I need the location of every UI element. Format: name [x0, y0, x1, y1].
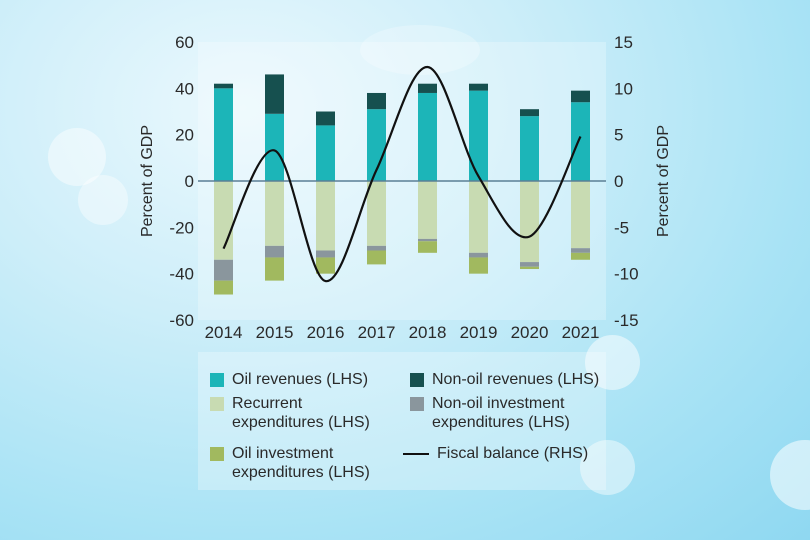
left-axis-title: Percent of GDP: [139, 125, 156, 237]
x-tick-label-2019: 2019: [460, 323, 498, 342]
x-tick-label-2014: 2014: [205, 323, 243, 342]
x-tick-label-2015: 2015: [256, 323, 294, 342]
legend-label-line: Oil investment: [232, 445, 334, 462]
bokeh-light-3: [585, 335, 640, 390]
bar-oil-revenues-2014: [214, 88, 233, 181]
legend-swatch-non-oil-investment: [410, 397, 424, 411]
bokeh-light-2: [78, 175, 128, 225]
bar-oil-investment-2015: [265, 257, 284, 281]
legend-swatch-fiscal-balance: [403, 453, 429, 455]
legend-swatch-oil-investment: [210, 447, 224, 461]
bar-recurrent-expenditures-2017: [367, 181, 386, 246]
bar-recurrent-expenditures-2020: [520, 181, 539, 263]
legend-label-line: Recurrent: [232, 395, 303, 412]
bar-oil-investment-2021: [571, 252, 590, 260]
bar-oil-investment-2017: [367, 250, 386, 265]
x-axis-ticks: 2014 2015 2016 2017 2018 2019 2020 2021: [205, 323, 600, 342]
legend-label-line: expenditures (LHS): [232, 464, 370, 481]
legend-item-oil-revenues: Oil revenues (LHS): [210, 370, 368, 389]
bar-recurrent-expenditures-2018: [418, 181, 437, 239]
bar-recurrent-expenditures-2021: [571, 181, 590, 249]
left-axis-ticks: 60 40 20 0 -20 -40 -60: [169, 33, 194, 330]
x-tick-label-2020: 2020: [511, 323, 549, 342]
legend: Oil revenues (LHS) Non-oil revenues (LHS…: [198, 352, 606, 490]
bar-non-oil-investment-2018: [418, 238, 437, 242]
legend-label-oil-investment: Oil investment expenditures (LHS): [232, 444, 370, 482]
bar-oil-investment-2019: [469, 257, 488, 274]
bar-oil-investment-2018: [418, 241, 437, 253]
x-tick-label-2016: 2016: [307, 323, 345, 342]
bar-non-oil-investment-2014: [214, 259, 233, 281]
left-tick-label: 40: [175, 79, 194, 98]
legend-swatch-non-oil-revenues: [410, 373, 424, 387]
legend-label-line: expenditures (LHS): [432, 414, 570, 431]
bar-non-oil-revenues-2021: [571, 90, 590, 103]
right-tick-label: -15: [614, 311, 639, 330]
left-tick-label: -20: [169, 218, 194, 237]
bar-non-oil-investment-2017: [367, 245, 386, 251]
right-tick-label: 5: [614, 126, 623, 145]
bar-oil-investment-2016: [316, 257, 335, 274]
x-tick-label-2018: 2018: [409, 323, 447, 342]
legend-label-line: Non-oil investment: [432, 395, 565, 412]
bar-non-oil-revenues-2014: [214, 83, 233, 89]
bar-oil-revenues-2018: [418, 92, 437, 181]
right-axis-ticks: 15 10 5 0 -5 -10 -15: [614, 33, 639, 330]
right-tick-label: 10: [614, 79, 633, 98]
bar-non-oil-investment-2021: [571, 248, 590, 253]
bar-non-oil-revenues-2018: [418, 83, 437, 93]
legend-label-non-oil-revenues: Non-oil revenues (LHS): [432, 371, 600, 388]
bar-recurrent-expenditures-2019: [469, 181, 488, 253]
bokeh-light-4: [580, 440, 635, 495]
right-axis-title: Percent of GDP: [655, 125, 672, 237]
bar-oil-revenues-2016: [316, 125, 335, 181]
legend-item-fiscal-balance: Fiscal balance (RHS): [403, 444, 588, 463]
bar-oil-investment-2014: [214, 280, 233, 295]
fiscal-balance-line: [222, 65, 582, 283]
bar-non-oil-investment-2019: [469, 252, 488, 258]
bar-recurrent-expenditures-2015: [265, 181, 284, 246]
right-tick-label: 0: [614, 172, 623, 191]
legend-item-non-oil-investment: Non-oil investment expenditures (LHS): [410, 394, 570, 432]
legend-label-oil-revenues: Oil revenues (LHS): [232, 371, 369, 388]
bar-oil-revenues-2017: [367, 109, 386, 181]
bar-non-oil-investment-2020: [520, 262, 539, 267]
bar-non-oil-revenues-2020: [520, 109, 539, 117]
legend-swatch-oil-revenues: [210, 373, 224, 387]
legend-swatch-recurrent-expenditures: [210, 397, 224, 411]
bar-non-oil-investment-2015: [265, 245, 284, 258]
bar-oil-revenues-2019: [469, 90, 488, 181]
right-tick-label: 15: [614, 33, 633, 52]
left-tick-label: 20: [175, 126, 194, 145]
legend-label-line: expenditures (LHS): [232, 414, 370, 431]
x-tick-label-2017: 2017: [358, 323, 396, 342]
legend-label-fiscal-balance: Fiscal balance (RHS): [437, 445, 589, 462]
bar-recurrent-expenditures-2016: [316, 181, 335, 251]
bar-non-oil-revenues-2016: [316, 111, 335, 126]
bar-oil-revenues-2020: [520, 116, 539, 181]
left-tick-label: -60: [169, 311, 194, 330]
right-tick-label: -10: [614, 265, 639, 284]
legend-label-non-oil-investment: Non-oil investment expenditures (LHS): [432, 394, 570, 432]
legend-item-oil-investment: Oil investment expenditures (LHS): [210, 444, 370, 482]
left-tick-label: -40: [169, 265, 194, 284]
bokeh-light-6: [360, 25, 480, 75]
bar-non-oil-revenues-2017: [367, 92, 386, 110]
x-tick-label-2021: 2021: [562, 323, 600, 342]
left-tick-label: 60: [175, 33, 194, 52]
bar-non-oil-revenues-2015: [265, 74, 284, 114]
bar-oil-revenues-2015: [265, 113, 284, 181]
left-tick-label: 0: [185, 172, 194, 191]
bar-non-oil-revenues-2019: [469, 83, 488, 91]
right-tick-label: -5: [614, 218, 629, 237]
legend-item-recurrent-expenditures: Recurrent expenditures (LHS): [210, 394, 370, 432]
legend-label-recurrent-expenditures: Recurrent expenditures (LHS): [232, 394, 370, 432]
legend-item-non-oil-revenues: Non-oil revenues (LHS): [410, 370, 599, 389]
bokeh-light-1: [48, 128, 106, 186]
bar-oil-revenues-2021: [571, 102, 590, 181]
bar-non-oil-investment-2016: [316, 250, 335, 258]
bar-oil-investment-2020: [520, 266, 539, 270]
